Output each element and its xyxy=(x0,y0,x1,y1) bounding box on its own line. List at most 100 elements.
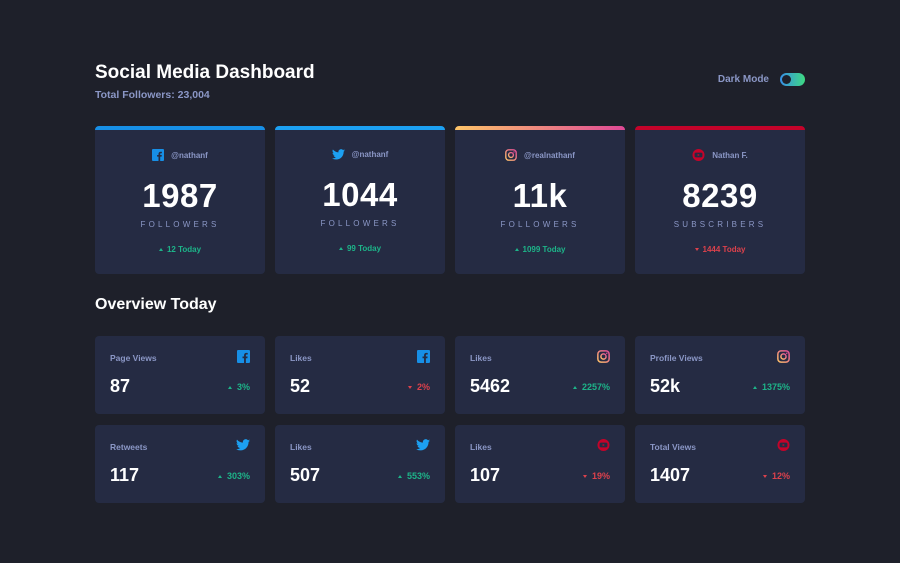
overview-label: Total Views xyxy=(650,442,696,452)
instagram-icon xyxy=(597,350,610,363)
total-followers: Total Followers: 23,004 xyxy=(95,89,210,101)
arrow-down-icon xyxy=(694,248,699,251)
today-change-text: 1099 Today xyxy=(522,245,566,254)
overview-card[interactable]: Retweets 117 303% xyxy=(95,425,265,503)
follower-unit: FOLLOWERS xyxy=(140,220,220,229)
overview-delta-text: 3% xyxy=(236,382,250,392)
overview-label: Likes xyxy=(290,353,312,363)
twitter-icon xyxy=(236,439,250,451)
youtube-icon xyxy=(777,439,790,451)
overview-delta-text: 553% xyxy=(406,471,430,481)
card-handle-row: @nathanf xyxy=(275,149,445,160)
overview-value: 5462 xyxy=(470,376,511,396)
overview-card[interactable]: Likes 52 2% xyxy=(275,336,445,414)
card-handle-row: Nathan F. xyxy=(635,149,805,161)
overview-value: 507 xyxy=(290,465,321,485)
twitter-icon xyxy=(416,439,430,451)
overview-value: 52k xyxy=(650,376,681,396)
overview-title: Overview Today xyxy=(95,296,217,313)
follower-count: 8239 xyxy=(682,177,758,214)
overview-delta: 12% xyxy=(762,471,790,481)
overview-value: 1407 xyxy=(650,465,691,485)
today-change: 1444 Today xyxy=(635,245,805,254)
overview-delta-text: 1375% xyxy=(761,382,790,392)
today-change-text: 1444 Today xyxy=(702,245,746,254)
overview-label: Likes xyxy=(290,442,312,452)
instagram-icon xyxy=(505,149,517,161)
today-change-text: 12 Today xyxy=(166,245,202,254)
follower-unit: FOLLOWERS xyxy=(500,220,580,229)
arrow-up-icon xyxy=(227,385,232,389)
toggle-knob xyxy=(782,75,791,84)
card-handle-row: @realnathanf xyxy=(455,149,625,161)
twitter-icon xyxy=(331,149,345,160)
overview-delta-text: 303% xyxy=(226,471,250,481)
follower-count: 11k xyxy=(512,177,568,214)
card-instagram[interactable]: @realnathanf 11k FOLLOWERS 1099 Today xyxy=(455,126,625,274)
overview-card[interactable]: Likes 507 553% xyxy=(275,425,445,503)
overview-delta-text: 2% xyxy=(416,382,430,392)
arrow-down-icon xyxy=(762,474,767,478)
card-accent-bar xyxy=(275,126,445,130)
youtube-icon xyxy=(692,149,705,161)
arrow-down-icon xyxy=(582,474,587,478)
overview-card[interactable]: Profile Views 52k 1375% xyxy=(635,336,805,414)
today-change-text: 99 Today xyxy=(346,244,382,253)
overview-value: 52 xyxy=(290,376,311,396)
card-accent-bar xyxy=(95,126,265,130)
arrow-up-icon xyxy=(514,248,519,251)
card-handle-row: @nathanf xyxy=(95,149,265,161)
card-twitter[interactable]: @nathanf 1044 FOLLOWERS 99 Today xyxy=(275,126,445,274)
facebook-icon xyxy=(417,350,430,363)
today-change: 1099 Today xyxy=(455,245,625,254)
overview-card[interactable]: Total Views 1407 12% xyxy=(635,425,805,503)
dark-mode-control: Dark Mode xyxy=(718,73,805,86)
dark-mode-label: Dark Mode xyxy=(717,74,769,85)
follower-unit: SUBSCRIBERS xyxy=(673,220,767,229)
follower-count: 1044 xyxy=(322,176,398,213)
dashboard-header: Social Media Dashboard Total Followers: … xyxy=(95,62,805,101)
arrow-up-icon xyxy=(158,248,163,251)
youtube-icon xyxy=(597,439,610,451)
instagram-icon xyxy=(777,350,790,363)
facebook-icon xyxy=(152,149,165,161)
card-handle: Nathan F. xyxy=(712,150,748,160)
overview-label: Profile Views xyxy=(650,353,703,363)
overview-value: 87 xyxy=(110,376,131,396)
follower-unit: FOLLOWERS xyxy=(320,219,400,228)
card-facebook[interactable]: @nathanf 1987 FOLLOWERS 12 Today xyxy=(95,126,265,274)
arrow-down-icon xyxy=(407,385,412,389)
card-accent-bar xyxy=(635,126,805,130)
overview-delta: 553% xyxy=(397,471,430,481)
card-accent-bar xyxy=(455,126,625,130)
overview-card[interactable]: Likes 107 19% xyxy=(455,425,625,503)
overview-delta: 19% xyxy=(582,471,610,481)
arrow-up-icon xyxy=(752,385,757,389)
overview-value: 107 xyxy=(470,465,501,485)
arrow-up-icon xyxy=(217,474,222,478)
overview-delta-text: 2257% xyxy=(581,382,610,392)
overview-label: Retweets xyxy=(110,442,148,452)
overview-delta-text: 19% xyxy=(591,471,610,481)
overview-label: Likes xyxy=(470,442,492,452)
follower-count: 1987 xyxy=(142,177,218,214)
overview-card[interactable]: Likes 5462 2257% xyxy=(455,336,625,414)
overview-delta: 2257% xyxy=(572,382,610,392)
page-title: Social Media Dashboard xyxy=(95,62,315,83)
arrow-up-icon xyxy=(397,474,402,478)
card-handle: @nathanf xyxy=(351,150,389,159)
today-change: 12 Today xyxy=(95,245,265,254)
overview-card[interactable]: Page Views 87 3% xyxy=(95,336,265,414)
facebook-icon xyxy=(237,350,250,363)
card-youtube[interactable]: Nathan F. 8239 SUBSCRIBERS 1444 Today xyxy=(635,126,805,274)
arrow-up-icon xyxy=(338,247,343,250)
dark-mode-toggle[interactable] xyxy=(780,73,805,86)
overview-value: 117 xyxy=(110,465,140,485)
card-handle: @realnathanf xyxy=(524,150,575,160)
card-handle: @nathanf xyxy=(171,150,208,160)
overview-label: Likes xyxy=(470,353,492,363)
today-change: 99 Today xyxy=(275,244,445,253)
overview-delta: 303% xyxy=(217,471,250,481)
overview-delta: 2% xyxy=(407,382,430,392)
overview-delta-text: 12% xyxy=(771,471,790,481)
